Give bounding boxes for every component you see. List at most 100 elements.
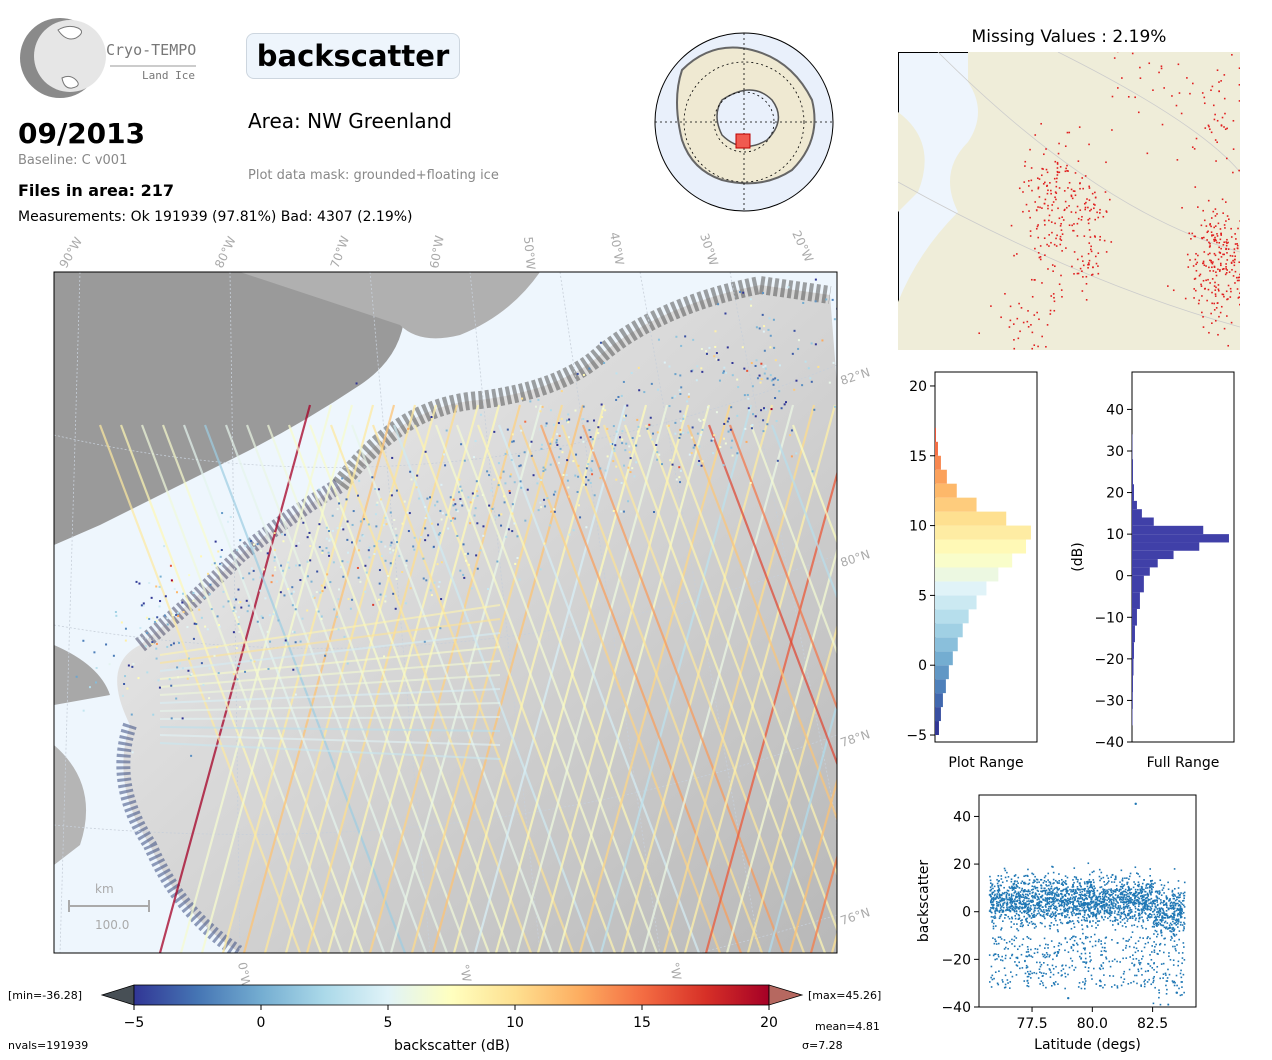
scatter-point	[1014, 898, 1016, 901]
coastal-measurement	[372, 603, 375, 606]
scatter-point	[1104, 892, 1107, 895]
missing-dot	[1213, 252, 1216, 255]
scatter-point	[1147, 883, 1150, 885]
missing-dot	[1050, 189, 1052, 192]
scatter-point	[1027, 911, 1029, 913]
scatter-point	[1124, 907, 1126, 909]
coastal-measurement	[612, 425, 615, 428]
scatter-point	[1183, 923, 1186, 925]
scatter-point	[1078, 903, 1081, 906]
scatter-point	[1084, 957, 1087, 960]
scatter-point	[1165, 980, 1168, 982]
scatter-point	[1009, 957, 1012, 960]
scatter-point	[1090, 902, 1092, 904]
scatter-point	[1104, 898, 1106, 901]
missing-dot	[1058, 171, 1061, 174]
scatter-point	[1027, 883, 1030, 886]
coastal-measurement	[138, 582, 141, 585]
missing-dot	[1194, 277, 1197, 280]
missing-dot	[1232, 148, 1235, 150]
missing-dot	[1047, 268, 1049, 270]
scatter-point	[1049, 883, 1052, 885]
satellite-track	[159, 660, 501, 688]
scatter-point	[1046, 902, 1049, 904]
satellite-track	[497, 424, 701, 953]
scatter-point	[1009, 901, 1011, 904]
scatter-point	[1177, 960, 1180, 963]
missing-dot	[1225, 272, 1228, 274]
histogram-bar	[1132, 517, 1154, 526]
missing-dot	[1102, 215, 1105, 218]
missing-dot	[1230, 236, 1233, 238]
scatter-point	[1137, 968, 1140, 971]
scatter-point	[1016, 900, 1018, 903]
scatter-point	[1098, 868, 1101, 871]
missing-dot	[1203, 102, 1206, 105]
scatter-point	[1016, 928, 1018, 930]
coastal-measurement	[145, 616, 148, 619]
satellite-track	[284, 404, 438, 953]
coastal-measurement	[351, 598, 354, 601]
coastal-measurement	[302, 521, 305, 524]
missing-dot	[1042, 168, 1044, 170]
histogram-bar	[1132, 484, 1134, 501]
scatter-point	[1075, 912, 1078, 915]
coastal-measurement	[743, 367, 746, 370]
missing-dot	[1099, 239, 1101, 241]
coastal-measurement	[432, 545, 435, 548]
coastal-measurement	[177, 676, 180, 679]
coastal-measurement	[526, 488, 529, 491]
missing-dot	[1031, 295, 1034, 298]
scatter-point	[1138, 892, 1140, 894]
scatter-point	[1072, 879, 1074, 881]
scatter-point	[1124, 898, 1127, 901]
missing-dot	[1053, 243, 1056, 246]
scatter-point	[1143, 899, 1146, 901]
scatter-point	[1072, 922, 1075, 925]
missing-dot	[1232, 259, 1234, 262]
scatter-point	[1109, 975, 1111, 977]
scatter-point	[1129, 908, 1132, 911]
missing-dot	[1056, 163, 1059, 165]
coastal-measurement	[235, 598, 238, 601]
coastal-measurement	[408, 512, 411, 515]
coastal-measurement	[424, 450, 427, 453]
missing-dot	[1234, 282, 1236, 284]
coastal-measurement	[384, 545, 387, 548]
y-tick-label: 20	[1106, 486, 1124, 502]
missing-dot	[1086, 198, 1088, 200]
scatter-point	[1004, 876, 1007, 879]
coastal-measurement	[474, 507, 477, 510]
scatter-point	[1052, 899, 1054, 901]
scatter-point	[988, 954, 991, 956]
scatter-point	[1002, 904, 1004, 907]
scatter-points	[988, 802, 1186, 1006]
scatter-point	[1052, 973, 1055, 976]
coastal-measurement	[217, 672, 220, 675]
scatter-point	[1143, 904, 1146, 906]
coastal-measurement	[455, 508, 458, 511]
scatter-point	[1162, 887, 1165, 889]
satellite-track	[767, 700, 837, 953]
scatter-point	[1111, 881, 1113, 883]
histogram-bar	[935, 609, 969, 624]
missing-dot	[1223, 253, 1225, 256]
coastal-measurement	[476, 522, 479, 525]
scatter-point	[1111, 910, 1113, 913]
scatter-point	[1167, 927, 1170, 930]
scatter-point	[1096, 910, 1099, 912]
scatter-point	[1162, 973, 1165, 975]
missing-dot	[1220, 234, 1223, 236]
missing-dot	[1050, 192, 1052, 195]
scatter-point	[1063, 904, 1066, 907]
histogram-bar	[935, 539, 1027, 554]
satellite-track	[539, 424, 743, 953]
coastal-measurement	[467, 552, 470, 555]
coastal-measurement	[729, 428, 732, 431]
scatter-point	[1181, 962, 1183, 965]
missing-dot	[1087, 252, 1090, 255]
scatter-point	[1084, 902, 1087, 904]
scatter-point	[1169, 907, 1172, 909]
scatter-point	[1031, 895, 1033, 898]
scatter-point	[1165, 927, 1167, 930]
